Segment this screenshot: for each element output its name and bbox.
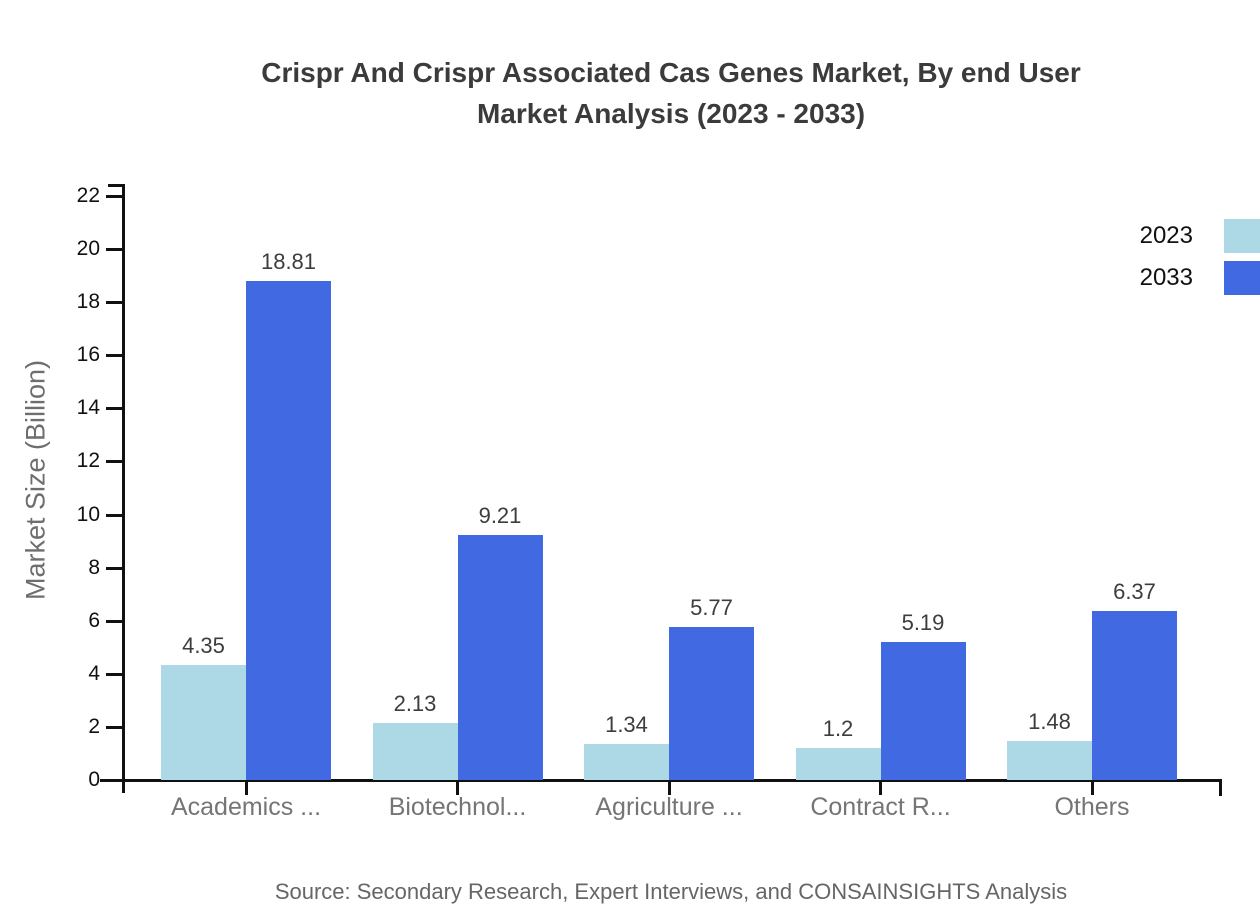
- bar-2033-others: [1092, 611, 1177, 780]
- x-axis-line: [100, 779, 1222, 782]
- bar-value-label: 5.19: [901, 610, 945, 635]
- legend-item-2023: 2023: [1100, 219, 1260, 253]
- y-tick-label: 20: [76, 237, 100, 260]
- y-tick-label: 2: [88, 714, 100, 738]
- legend-label-2023: 2023: [1139, 222, 1193, 249]
- bar-2033-biotechnol: [457, 535, 543, 780]
- bar-value-label: 6.37: [1113, 579, 1156, 604]
- y-tick: [106, 301, 122, 305]
- y-axis-line: [122, 184, 125, 793]
- bar-2033-academics: [246, 281, 331, 780]
- y-tick-label: 4: [88, 661, 100, 685]
- y-tick: [106, 725, 122, 729]
- bar-value-label: 1.34: [605, 712, 648, 737]
- source-note: Source: Secondary Research, Expert Inter…: [274, 879, 1068, 904]
- bar-2023-academics: [161, 665, 246, 780]
- y-tick-label: 8: [88, 555, 100, 579]
- bar-2033-contractr: [880, 642, 966, 780]
- x-tick: [879, 780, 882, 795]
- bar-value-label: 18.81: [260, 249, 317, 274]
- y-tick: [106, 248, 122, 251]
- bar-2023-contractr: [795, 748, 881, 780]
- x-axis-end-cap: [1219, 779, 1222, 796]
- bar-value-label: 5.77: [690, 595, 733, 620]
- y-tick-label: 22: [76, 183, 100, 207]
- y-tick: [106, 407, 122, 411]
- page-title-line-2: Market Analysis (2023 - 2033): [476, 98, 866, 129]
- legend-label-2033: 2033: [1139, 264, 1193, 291]
- y-tick-label: 14: [76, 396, 100, 420]
- bar-value-label: 2.13: [393, 691, 437, 716]
- x-tick: [456, 780, 459, 795]
- bar-2033-agriculture: [669, 627, 754, 780]
- legend-swatch-2033: [1224, 261, 1260, 295]
- page-title-line-1: Crispr And Crispr Associated Cas Genes M…: [261, 57, 1081, 88]
- bar-value-label: 4.35: [182, 633, 225, 658]
- x-category-label: Contract R...: [810, 793, 951, 821]
- y-tick: [106, 513, 122, 517]
- y-tick: [106, 672, 122, 676]
- y-tick-label: 10: [76, 502, 100, 526]
- x-category-label: Academics ...: [170, 793, 322, 821]
- x-category-label: Agriculture ...: [595, 793, 743, 821]
- x-category-label: Biotechnol...: [388, 793, 527, 821]
- x-category-label: Others: [1054, 793, 1130, 821]
- y-tick: [106, 566, 122, 570]
- bar-2023-biotechnol: [372, 723, 458, 780]
- bar-value-label: 1.2: [822, 716, 854, 741]
- y-tick-label: 12: [76, 449, 100, 473]
- x-tick: [1090, 780, 1094, 795]
- y-tick-label: 6: [88, 608, 100, 632]
- legend-item-2033: 2033: [1100, 261, 1260, 295]
- x-tick: [244, 780, 248, 795]
- bar-2023-others: [1007, 741, 1092, 780]
- bar-2023-agriculture: [584, 744, 669, 780]
- bar-value-label: 9.21: [478, 503, 522, 528]
- legend-swatch-2023: [1224, 219, 1260, 253]
- y-axis-top-cap: [108, 184, 125, 187]
- y-tick: [106, 194, 122, 198]
- y-tick: [106, 619, 122, 623]
- y-tick-label: 16: [76, 343, 100, 367]
- y-tick: [106, 460, 122, 464]
- y-tick-label: 18: [76, 290, 100, 314]
- x-tick: [667, 780, 671, 795]
- page-title: Crispr And Crispr Associated Cas Genes M…: [82, 52, 1260, 134]
- bar-value-label: 1.48: [1028, 709, 1071, 734]
- y-tick: [106, 779, 122, 782]
- y-tick: [106, 354, 122, 358]
- y-tick-label: 0: [88, 768, 100, 791]
